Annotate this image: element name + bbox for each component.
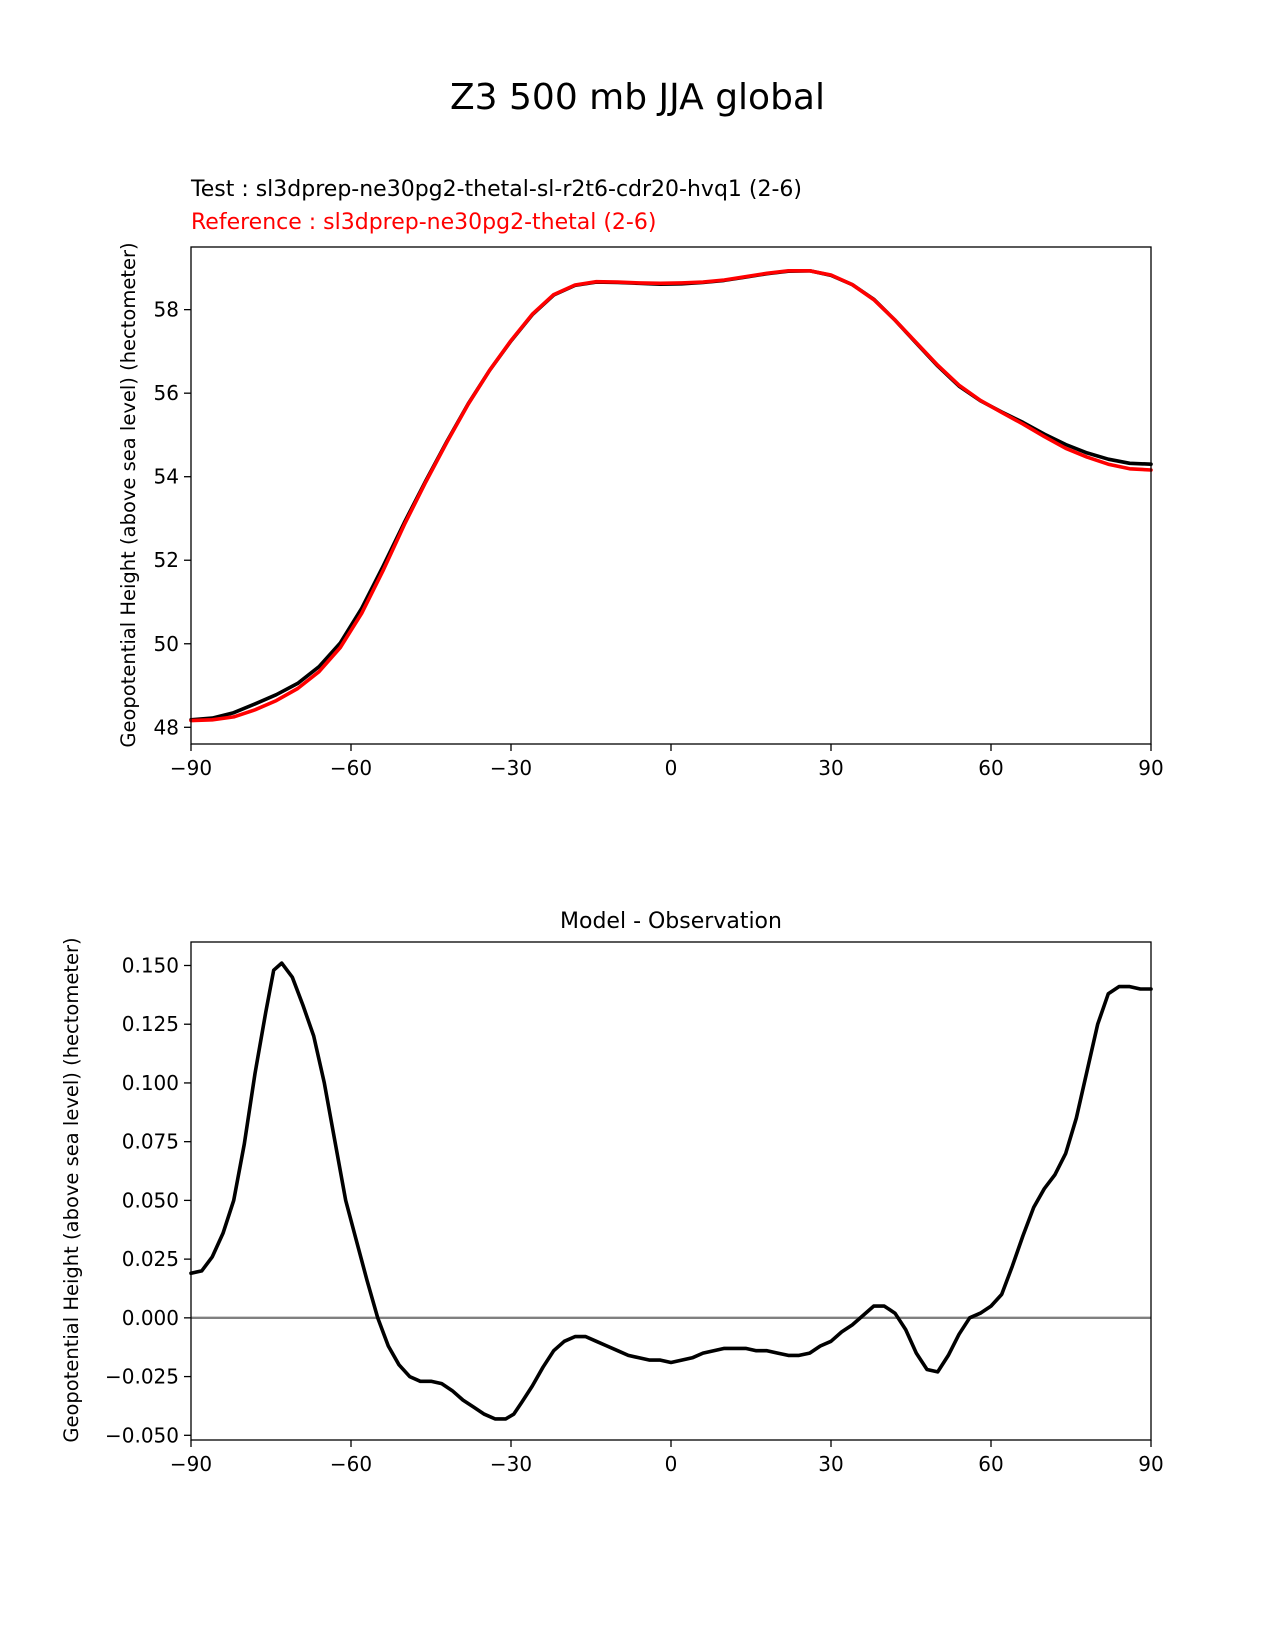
bottom-y-tick-label: −0.025: [105, 1365, 179, 1389]
top-y-tick-label: 52: [154, 548, 179, 572]
top-y-tick-label: 54: [154, 465, 179, 489]
top-plot-frame: [190, 246, 1152, 745]
top-y-tick-label: 56: [154, 381, 179, 405]
top-y-tick-label: 58: [154, 298, 179, 322]
bottom-x-tick-label: 60: [978, 1452, 1003, 1476]
bottom-y-tick-label: 0.000: [122, 1306, 179, 1330]
bottom-y-tick-label: 0.075: [122, 1130, 179, 1154]
top-x-tick-label: 60: [978, 756, 1003, 780]
top-y-tick-label: 48: [154, 715, 179, 739]
top-axes: −90 −60 −30 0 30 60 90 48 50 52 54 56 58: [154, 298, 1164, 780]
bottom-y-axis-label: Geopotential Height (above sea level) (h…: [60, 937, 83, 1442]
bottom-x-tick-label: 90: [1138, 1452, 1163, 1476]
bottom-panel-title: Model - Observation: [560, 909, 782, 934]
top-y-axis-label: Geopotential Height (above sea level) (h…: [117, 242, 140, 747]
top-panel: Test : sl3dprep-ne30pg2-thetal-sl-r2t6-c…: [117, 177, 1164, 780]
top-x-tick-label: −60: [330, 756, 372, 780]
bottom-x-tick-label: −90: [170, 1452, 212, 1476]
bottom-x-tick-label: −60: [330, 1452, 372, 1476]
test-label: Test : sl3dprep-ne30pg2-thetal-sl-r2t6-c…: [190, 177, 802, 202]
figure-title: Z3 500 mb JJA global: [450, 77, 825, 118]
top-x-tick-label: 0: [665, 756, 678, 780]
bottom-y-tick-label: 0.150: [122, 953, 179, 977]
bottom-x-tick-label: −30: [490, 1452, 532, 1476]
bottom-plot-frame: [190, 941, 1152, 1441]
top-series-reference: [189, 268, 1153, 723]
bottom-series-model-observation: [189, 961, 1153, 1421]
reference-label: Reference : sl3dprep-ne30pg2-thetal (2-6…: [191, 210, 656, 235]
top-x-tick-label: 30: [818, 756, 843, 780]
top-x-tick-label: −30: [490, 756, 532, 780]
bottom-y-tick-label: −0.050: [105, 1423, 179, 1447]
bottom-axes: −90 −60 −30 0 30 60 90 −0.050 −0.025 0.000 0.025 0.…: [105, 953, 1164, 1476]
bottom-y-tick-label: 0.050: [122, 1188, 179, 1212]
bottom-panel: Model - Observation −90 −60 −30 0 30 60 90 −0.0…: [60, 909, 1164, 1476]
bottom-y-tick-label: 0.025: [122, 1247, 179, 1271]
top-series-group: [189, 268, 1153, 723]
bottom-x-tick-label: 30: [818, 1452, 843, 1476]
top-x-tick-label: −90: [170, 756, 212, 780]
top-y-tick-label: 50: [154, 632, 179, 656]
bottom-x-tick-label: 0: [665, 1452, 678, 1476]
top-x-tick-label: 90: [1138, 756, 1163, 780]
bottom-series-group: [189, 961, 1153, 1421]
bottom-y-tick-label: 0.125: [122, 1012, 179, 1036]
bottom-y-tick-label: 0.100: [122, 1071, 179, 1095]
